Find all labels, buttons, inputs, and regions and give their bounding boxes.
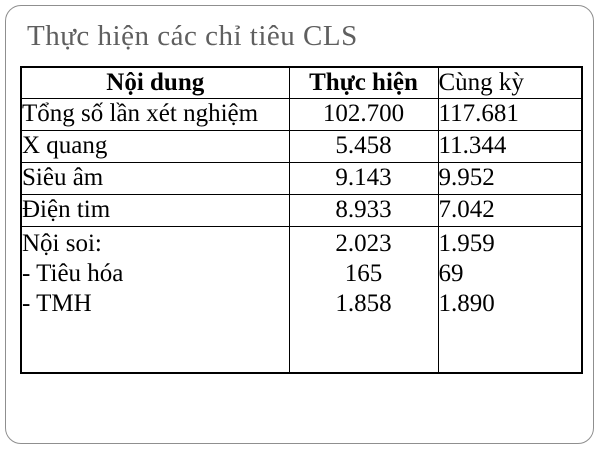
table-row-group-noi-soi: Nội soi: - Tiêu hóa - TMH 2.023 165 1.85… — [20, 225, 583, 374]
row-cung-ky: 1.959 69 1.890 — [437, 225, 583, 374]
row-cung-ky: 7.042 — [437, 193, 583, 227]
row-thuc-hien: 8.933 — [288, 193, 439, 227]
table-row: Điện tim 8.933 7.042 — [20, 193, 583, 227]
row-cung-ky: 117.681 — [437, 97, 583, 131]
column-header-cung-ky: Cùng kỳ — [437, 66, 583, 99]
row-cung-ky: 9.952 — [437, 161, 583, 195]
row-label: Tổng số lần xét nghiệm — [20, 97, 290, 131]
table-header-row: Nội dung Thực hiện Cùng kỳ — [20, 66, 583, 99]
row-label: X quang — [20, 129, 290, 163]
slide-title: Thực hiện các chỉ tiêu CLS — [27, 20, 358, 52]
row-label: Điện tim — [20, 193, 290, 227]
column-header-thuc-hien: Thực hiện — [288, 66, 439, 99]
table-row: Tổng số lần xét nghiệm 102.700 117.681 — [20, 97, 583, 131]
column-header-noi-dung: Nội dung — [20, 66, 290, 99]
row-thuc-hien: 9.143 — [288, 161, 439, 195]
kpi-table: Nội dung Thực hiện Cùng kỳ Tổng số lần x… — [20, 66, 583, 374]
table-row: X quang 5.458 11.344 — [20, 129, 583, 163]
row-thuc-hien: 102.700 — [288, 97, 439, 131]
row-cung-ky: 11.344 — [437, 129, 583, 163]
row-thuc-hien: 5.458 — [288, 129, 439, 163]
row-label: Siêu âm — [20, 161, 290, 195]
table-row: Siêu âm 9.143 9.952 — [20, 161, 583, 195]
row-label: Nội soi: - Tiêu hóa - TMH — [20, 225, 290, 374]
row-thuc-hien: 2.023 165 1.858 — [288, 225, 439, 374]
